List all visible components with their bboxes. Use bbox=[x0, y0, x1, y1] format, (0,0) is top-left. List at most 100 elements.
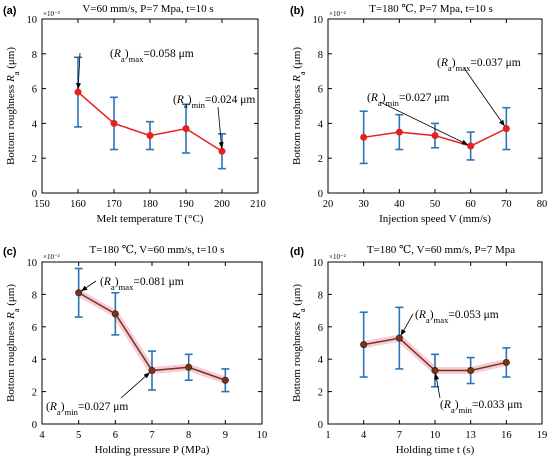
annotation-arrowhead bbox=[400, 329, 406, 336]
y-tick-label: 6 bbox=[318, 323, 323, 334]
x-tick-label: 10 bbox=[430, 430, 441, 441]
annotation-text: (Ra)max=0.037 μm bbox=[437, 57, 521, 73]
y-tick-label: 4 bbox=[32, 355, 38, 366]
y-exponent-label: ×10⁻² bbox=[329, 10, 346, 18]
x-tick-label: 190 bbox=[178, 199, 194, 210]
x-tick-label: 6 bbox=[113, 430, 118, 441]
panel-header: T=180 ℃, V=60 mm/s, t=10 s bbox=[90, 244, 225, 256]
data-point bbox=[395, 128, 403, 136]
y-exponent-label: ×10⁻² bbox=[329, 253, 346, 261]
y-tick-label: 6 bbox=[32, 323, 37, 334]
x-axis-label: Melt temperature T (°C) bbox=[97, 213, 204, 225]
annotation-arrowhead bbox=[434, 373, 440, 380]
x-tick-label: 8 bbox=[186, 430, 191, 441]
y-tick-label: 0 bbox=[318, 420, 323, 431]
annotation-arrow bbox=[77, 52, 81, 90]
x-tick-label: 80 bbox=[537, 199, 548, 210]
panel-header: V=60 mm/s, P=7 Mpa, t=10 s bbox=[82, 3, 213, 15]
data-point bbox=[467, 142, 475, 150]
annotation-arrowhead bbox=[143, 372, 150, 379]
data-point bbox=[75, 289, 83, 297]
plot-frame bbox=[41, 18, 259, 194]
y-tick-label: 4 bbox=[32, 119, 38, 130]
x-tick-label: 70 bbox=[501, 199, 512, 210]
y-tick-label: 4 bbox=[318, 119, 324, 130]
x-tick-label: 1 bbox=[325, 430, 330, 441]
y-tick-label: 10 bbox=[313, 258, 324, 269]
y-axis-label: Bottom roughness Ra (μm) bbox=[291, 47, 307, 165]
y-axis-label: Bottom roughness Ra (μm) bbox=[5, 47, 21, 165]
annotation-text: (Ra)min=0.027 μm bbox=[367, 92, 449, 108]
data-point bbox=[431, 367, 439, 375]
data-point bbox=[218, 147, 226, 155]
y-tick-label: 10 bbox=[27, 258, 38, 269]
annotation-text: (Ra)max=0.081 μm bbox=[100, 276, 184, 292]
y-tick-label: 6 bbox=[318, 85, 323, 96]
panel-header: T=180 ℃, V=60 mm/s, P=7 Mpa bbox=[367, 244, 515, 256]
data-point bbox=[502, 125, 510, 133]
data-point bbox=[148, 367, 156, 375]
x-tick-label: 40 bbox=[394, 199, 405, 210]
y-tick-label: 10 bbox=[313, 15, 324, 26]
annotation-arrow bbox=[217, 106, 223, 149]
y-tick-label: 2 bbox=[318, 388, 323, 399]
annotation-arrowhead bbox=[499, 119, 505, 127]
x-tick-label: 7 bbox=[397, 430, 402, 441]
y-tick-label: 8 bbox=[32, 290, 37, 301]
y-tick-label: 0 bbox=[32, 189, 37, 200]
y-tick-label: 8 bbox=[318, 50, 323, 61]
data-point bbox=[395, 334, 403, 342]
data-point bbox=[431, 132, 439, 140]
y-exponent-label: ×10⁻² bbox=[43, 10, 60, 18]
x-tick-label: 4 bbox=[361, 430, 367, 441]
annotation-arrowhead bbox=[75, 82, 81, 90]
x-tick-label: 60 bbox=[465, 199, 476, 210]
x-tick-label: 19 bbox=[537, 430, 548, 441]
chart-panel-b: 0 2 4 6 8 10 20 30 40 50 60 70 80 ×10⁻² (b) T=180 ℃, P=… bbox=[290, 3, 547, 225]
panel-label: (d) bbox=[290, 246, 304, 258]
y-axis-label: Bottom roughness Ra (μm) bbox=[5, 284, 21, 402]
y-exponent-label: ×10⁻² bbox=[43, 253, 60, 261]
data-point bbox=[360, 341, 368, 349]
x-tick-label: 180 bbox=[142, 199, 158, 210]
x-tick-label: 210 bbox=[250, 199, 266, 210]
annotation-arrowhead bbox=[81, 285, 88, 292]
x-tick-label: 9 bbox=[223, 430, 228, 441]
panel-label: (a) bbox=[3, 5, 17, 17]
x-tick-label: 30 bbox=[358, 199, 369, 210]
x-tick-label: 16 bbox=[501, 430, 512, 441]
data-point bbox=[110, 119, 118, 127]
annotation-text: (Ra)max=0.053 μm bbox=[415, 309, 499, 325]
data-point bbox=[467, 367, 475, 375]
y-tick-label: 8 bbox=[318, 290, 323, 301]
y-tick-label: 8 bbox=[32, 50, 37, 61]
annotation-arrowhead bbox=[218, 142, 224, 149]
x-axis-label: Holding pressure P (MPa) bbox=[95, 444, 210, 456]
data-point bbox=[360, 133, 368, 141]
annotation-text: (Ra)max=0.058 μm bbox=[110, 48, 194, 64]
annotation-text: (Ra)min=0.027 μm bbox=[46, 401, 128, 417]
y-tick-label: 2 bbox=[32, 388, 37, 399]
x-tick-label: 7 bbox=[149, 430, 154, 441]
x-tick-label: 200 bbox=[214, 199, 230, 210]
y-tick-label: 6 bbox=[32, 85, 37, 96]
data-point bbox=[221, 376, 229, 384]
plot-frame bbox=[327, 18, 543, 194]
annotation-arrowhead bbox=[461, 139, 468, 145]
annotation-arrow bbox=[379, 101, 469, 146]
panel-label: (b) bbox=[290, 5, 304, 17]
data-point bbox=[111, 310, 119, 318]
chart-panel-c: 0 2 4 6 8 10 4 5 6 7 8 9 10 ×10⁻² (c) T=180 ℃, V=60 mm/… bbox=[3, 244, 267, 456]
y-tick-label: 10 bbox=[27, 15, 38, 26]
annotation-text: (Ra)min=0.033 μm bbox=[440, 399, 522, 415]
x-tick-label: 13 bbox=[465, 430, 476, 441]
y-tick-label: 0 bbox=[318, 189, 323, 200]
panel-label: (c) bbox=[3, 246, 17, 258]
y-tick-label: 0 bbox=[32, 420, 37, 431]
annotation-arrow bbox=[463, 67, 505, 127]
x-axis-label: Holding time t (s) bbox=[396, 444, 475, 456]
data-point bbox=[146, 132, 154, 140]
x-tick-label: 10 bbox=[257, 430, 268, 441]
x-tick-label: 150 bbox=[34, 199, 50, 210]
